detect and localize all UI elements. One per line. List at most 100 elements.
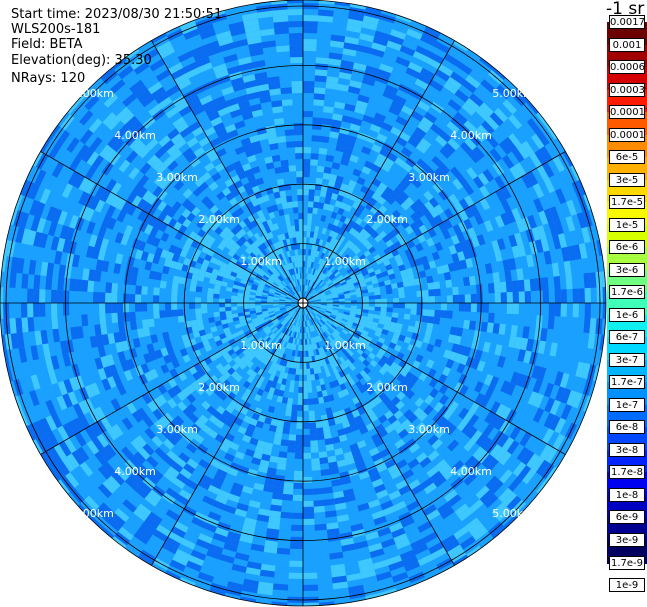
colorbar-tick-label: 0.0003 bbox=[609, 82, 645, 97]
field-bin bbox=[280, 233, 286, 241]
field-bin bbox=[138, 146, 151, 159]
field-bin bbox=[326, 185, 335, 193]
field-bin bbox=[291, 288, 296, 294]
field-bin bbox=[294, 294, 299, 299]
field-bin bbox=[159, 310, 166, 319]
field-bin bbox=[158, 96, 173, 109]
field-bin bbox=[314, 284, 320, 290]
field-bin bbox=[332, 581, 349, 590]
field-bin bbox=[122, 499, 137, 513]
field-bin bbox=[269, 143, 279, 151]
field-bin bbox=[169, 368, 179, 378]
field-bin bbox=[174, 138, 187, 150]
field-bin bbox=[244, 330, 251, 336]
field-bin bbox=[322, 316, 329, 321]
field-bin bbox=[330, 244, 336, 251]
field-bin bbox=[250, 242, 258, 250]
field-bin bbox=[280, 365, 286, 373]
field-bin bbox=[219, 554, 235, 564]
field-bin bbox=[270, 355, 276, 362]
field-bin bbox=[395, 232, 404, 241]
field-bin bbox=[159, 46, 175, 59]
field-bin bbox=[167, 160, 179, 172]
field-bin bbox=[307, 207, 313, 214]
field-bin bbox=[313, 294, 320, 299]
field-bin bbox=[204, 162, 215, 172]
field-bin bbox=[276, 277, 282, 283]
field-bin bbox=[239, 534, 254, 544]
field-bin bbox=[3, 349, 10, 366]
field-bin bbox=[300, 339, 303, 345]
field-bin bbox=[434, 242, 443, 252]
field-bin bbox=[393, 254, 402, 262]
field-bin bbox=[309, 287, 314, 294]
field-bin bbox=[583, 395, 592, 412]
field-bin bbox=[437, 502, 452, 515]
field-bin bbox=[339, 202, 347, 210]
field-bin bbox=[534, 239, 544, 254]
field-bin bbox=[264, 317, 271, 323]
field-bin bbox=[248, 42, 263, 51]
field-bin bbox=[378, 182, 388, 192]
field-bin bbox=[332, 411, 341, 419]
field-bin bbox=[103, 366, 113, 379]
field-bin bbox=[298, 326, 301, 333]
field-bin bbox=[297, 189, 303, 196]
field-bin bbox=[282, 288, 289, 294]
field-bin bbox=[266, 379, 273, 387]
field-bin bbox=[174, 456, 187, 468]
field-bin bbox=[338, 296, 345, 300]
field-bin bbox=[255, 295, 262, 299]
field-bin bbox=[542, 162, 555, 178]
field-bin bbox=[352, 322, 359, 328]
field-bin bbox=[318, 9, 334, 17]
field-bin bbox=[303, 320, 306, 327]
field-bin bbox=[348, 227, 356, 235]
field-bin bbox=[308, 304, 315, 307]
field-bin bbox=[468, 150, 481, 164]
field-bin bbox=[396, 281, 404, 288]
azimuth-spoke-60 bbox=[302, 151, 566, 304]
field-bin bbox=[196, 341, 205, 350]
field-bin bbox=[197, 571, 214, 583]
field-bin bbox=[279, 298, 286, 301]
field-bin bbox=[476, 234, 486, 246]
field-bin bbox=[353, 281, 361, 287]
field-bin bbox=[372, 559, 389, 570]
field-bin bbox=[442, 229, 451, 240]
field-bin bbox=[191, 254, 199, 263]
field-bin bbox=[278, 275, 285, 281]
field-bin bbox=[367, 499, 381, 509]
field-bin bbox=[376, 153, 387, 163]
field-bin bbox=[382, 235, 391, 243]
field-bin bbox=[39, 289, 46, 303]
field-bin bbox=[526, 254, 535, 268]
field-bin bbox=[566, 390, 577, 407]
field-bin bbox=[275, 351, 281, 358]
field-bin bbox=[129, 311, 136, 322]
field-bin bbox=[84, 426, 97, 441]
field-bin bbox=[299, 308, 302, 315]
field-bin bbox=[503, 136, 517, 152]
field-bin bbox=[250, 103, 262, 112]
field-bin bbox=[350, 523, 364, 532]
field-bin bbox=[200, 382, 210, 392]
field-bin bbox=[182, 147, 194, 159]
field-bin bbox=[275, 278, 281, 285]
field-bin bbox=[500, 292, 507, 303]
field-bin bbox=[509, 426, 522, 441]
field-bin bbox=[254, 407, 263, 415]
field-bin bbox=[177, 401, 188, 412]
field-bin bbox=[358, 263, 366, 270]
field-bin bbox=[322, 352, 328, 359]
field-bin bbox=[34, 201, 46, 218]
field-bin bbox=[405, 389, 415, 400]
field-bin bbox=[334, 372, 342, 380]
field-bin bbox=[251, 198, 260, 207]
field-bin bbox=[338, 409, 346, 418]
field-bin bbox=[270, 504, 282, 512]
field-bin bbox=[581, 362, 591, 380]
field-bin bbox=[331, 575, 348, 584]
field-bin bbox=[321, 227, 328, 235]
field-bin bbox=[271, 273, 278, 279]
